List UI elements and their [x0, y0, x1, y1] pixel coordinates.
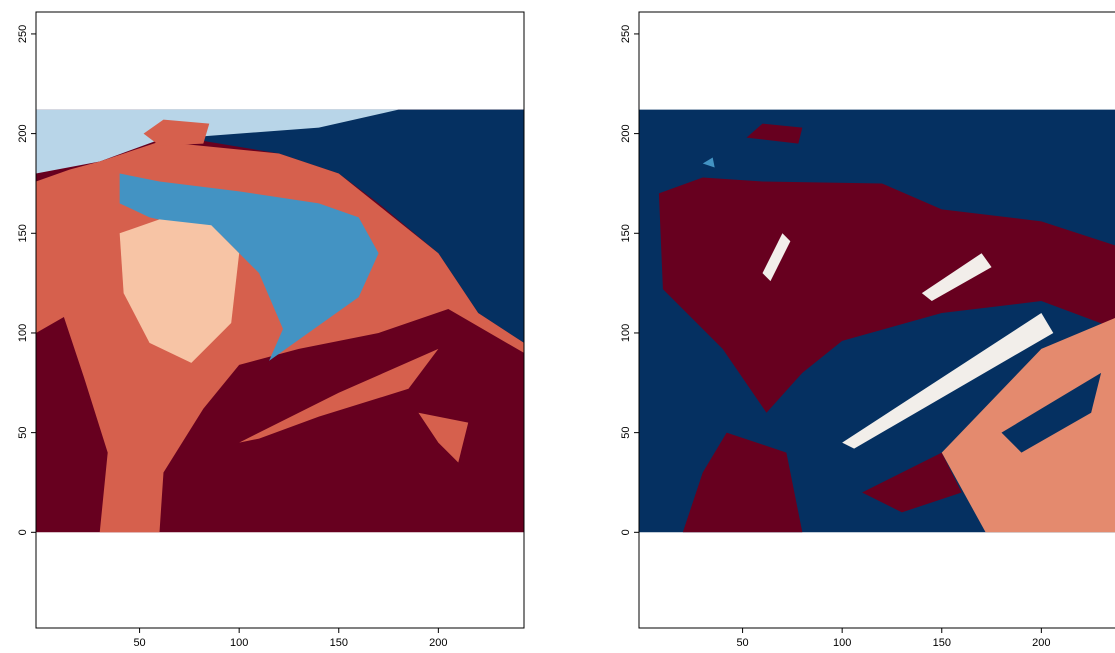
x-tick-label: 150 — [933, 637, 951, 649]
y-tick-label: 0 — [620, 529, 632, 535]
image-region — [682, 432, 803, 533]
y-tick-label: 250 — [620, 25, 632, 43]
y-tick-label: 200 — [17, 124, 29, 142]
image-region — [658, 177, 1115, 413]
image-region — [119, 219, 240, 363]
y-tick-label: 150 — [17, 224, 29, 242]
image-region — [1001, 372, 1102, 453]
plot-box — [638, 11, 1115, 629]
image-region — [119, 173, 379, 361]
y-tick-label: 50 — [17, 427, 29, 439]
y-tick-label: 150 — [620, 224, 632, 242]
y-tick-label: 0 — [17, 529, 29, 535]
x-tick-label: 200 — [429, 637, 447, 649]
image-region — [239, 348, 439, 443]
image-region — [149, 109, 524, 343]
y-tick-label: 200 — [620, 124, 632, 142]
image-region — [842, 313, 1054, 449]
x-tick-label: 100 — [230, 637, 248, 649]
x-tick-label: 150 — [330, 637, 348, 649]
x-tick-label: 50 — [736, 637, 748, 649]
image-region — [862, 452, 962, 513]
y-tick-label: 100 — [17, 324, 29, 342]
panel: 50 100 150 200 0 50 100 150 200 250 — [17, 11, 525, 649]
y-tick-label: 50 — [620, 427, 632, 439]
x-tick-label: 200 — [1032, 637, 1050, 649]
x-tick-label: 50 — [133, 637, 145, 649]
image-region — [921, 253, 992, 302]
image-region — [762, 233, 791, 282]
y-tick-label: 100 — [620, 324, 632, 342]
image-region — [143, 119, 210, 146]
image-region — [418, 412, 469, 463]
panel: 50 100 150 200 0 50 100 150 200 250 — [620, 11, 1115, 649]
image-region — [36, 109, 399, 174]
x-tick-label: 100 — [833, 637, 851, 649]
image-region — [702, 157, 715, 168]
plot-box — [35, 11, 525, 629]
y-tick-label: 250 — [17, 25, 29, 43]
image-region — [746, 123, 803, 144]
